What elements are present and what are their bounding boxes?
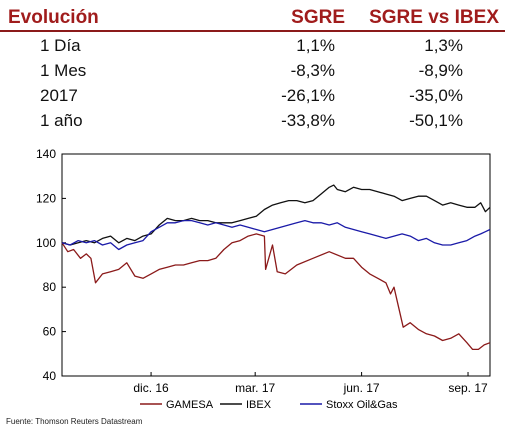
performance-table: Evolución SGRE SGRE vs IBEX 1 Día 1,1% 1… [0, 6, 505, 132]
legend-label: GAMESA [166, 399, 214, 411]
legend-label: Stoxx Oil&Gas [326, 399, 398, 411]
table-header: Evolución SGRE SGRE vs IBEX [0, 6, 505, 32]
header-sgre-vs-ibex: SGRE vs IBEX [369, 7, 499, 28]
plot-area [61, 153, 491, 377]
series-line-stoxx-oil-gas [61, 219, 491, 251]
series-line-ibex [61, 184, 491, 246]
source-note: Fuente: Thomson Reuters Datastream [6, 417, 143, 426]
row-label: 2017 [40, 86, 78, 105]
row-vs-ibex-value: -50,1% [409, 111, 463, 130]
y-tick-label: 60 [43, 325, 57, 339]
plot-border [61, 153, 491, 377]
header-evolucion: Evolución [8, 7, 99, 28]
table-row: 1 Día 1,1% 1,3% [0, 32, 505, 57]
x-tick-label: jun. 17 [343, 381, 380, 395]
y-tick-label: 100 [36, 236, 56, 250]
series-layer [61, 184, 491, 351]
y-tick-label: 140 [36, 147, 56, 161]
y-axis: 40 60 80 100 120 140 [36, 147, 66, 383]
row-sgre-value: 1,1% [296, 36, 335, 55]
series-line-gamesa [61, 233, 491, 351]
legend-label: IBEX [246, 399, 272, 411]
x-axis: dic. 16 mar. 17 jun. 17 sep. 17 [133, 372, 488, 395]
performance-line-chart: 40 60 80 100 120 140 dic. 16 mar. 17 jun. 17 sep… [36, 147, 491, 411]
x-tick-label: sep. 17 [448, 381, 488, 395]
row-vs-ibex-value: -8,9% [418, 61, 463, 80]
row-label: 1 año [40, 111, 83, 130]
y-tick-label: 40 [43, 369, 57, 383]
row-label: 1 Mes [40, 61, 87, 80]
y-tick-label: 80 [43, 280, 57, 294]
x-tick-label: mar. 17 [235, 381, 275, 395]
row-sgre-value: -33,8% [281, 111, 335, 130]
row-sgre-value: -8,3% [290, 61, 335, 80]
row-sgre-value: -26,1% [281, 86, 335, 105]
table-row: 2017 -26,1% -35,0% [0, 82, 505, 107]
table-row: 1 Mes -8,3% -8,9% [0, 57, 505, 82]
header-sgre: SGRE [291, 7, 345, 28]
row-vs-ibex-value: 1,3% [424, 36, 463, 55]
y-tick-label: 120 [36, 191, 56, 205]
legend: GAMESA IBEX Stoxx Oil&Gas [140, 399, 398, 411]
row-label: 1 Día [40, 36, 81, 55]
table-row: 1 año -33,8% -50,1% [0, 107, 505, 132]
row-vs-ibex-value: -35,0% [409, 86, 463, 105]
x-tick-label: dic. 16 [133, 381, 169, 395]
